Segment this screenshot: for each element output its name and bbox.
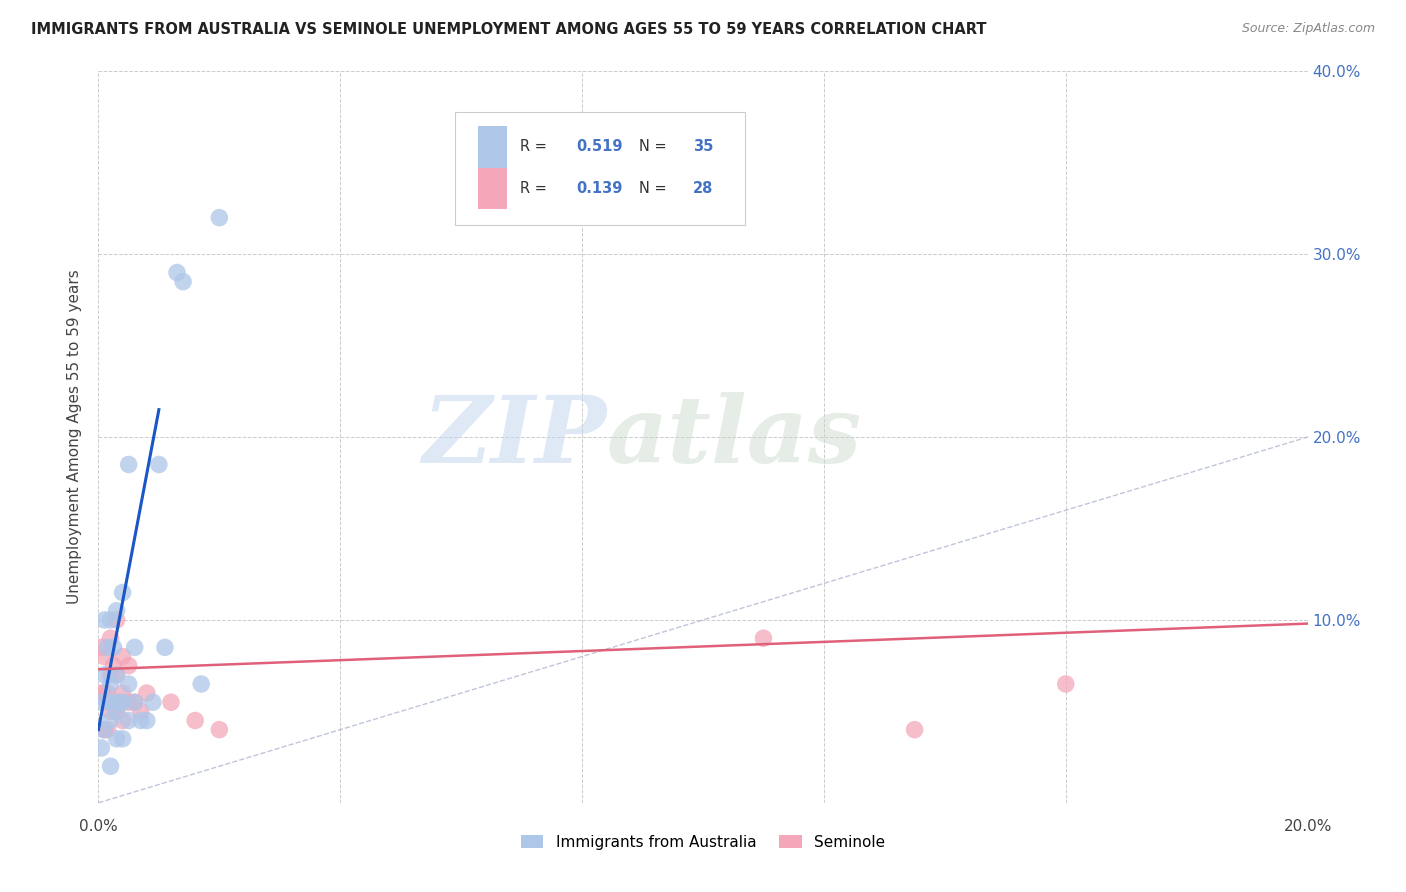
Text: 0.0%: 0.0%	[79, 819, 118, 834]
Point	[111, 686, 134, 700]
Point	[100, 677, 122, 691]
Point	[129, 714, 152, 728]
Point	[172, 275, 194, 289]
Text: 0.519: 0.519	[576, 139, 623, 154]
Text: 0.139: 0.139	[576, 181, 623, 196]
Point	[93, 723, 115, 737]
Point	[100, 613, 122, 627]
Point	[208, 211, 231, 225]
Point	[129, 705, 152, 719]
Text: R =: R =	[520, 139, 553, 154]
Point	[90, 686, 112, 700]
Point	[96, 640, 118, 655]
FancyBboxPatch shape	[478, 168, 508, 210]
Point	[1054, 677, 1077, 691]
Point	[105, 604, 128, 618]
Point	[111, 585, 134, 599]
Point	[93, 649, 115, 664]
Point	[118, 658, 141, 673]
Text: Source: ZipAtlas.com: Source: ZipAtlas.com	[1241, 22, 1375, 36]
Point	[93, 667, 115, 681]
Point	[96, 723, 118, 737]
Point	[166, 266, 188, 280]
Point	[100, 667, 122, 681]
Point	[111, 731, 134, 746]
Point	[148, 458, 170, 472]
Point	[190, 677, 212, 691]
Legend: Immigrants from Australia, Seminole: Immigrants from Australia, Seminole	[513, 827, 893, 857]
Point	[100, 714, 122, 728]
Point	[90, 695, 112, 709]
FancyBboxPatch shape	[478, 126, 508, 168]
Point	[118, 458, 141, 472]
Point	[103, 658, 125, 673]
FancyBboxPatch shape	[456, 112, 745, 225]
Point	[90, 740, 112, 755]
Point	[904, 723, 927, 737]
Text: atlas: atlas	[606, 392, 862, 482]
Point	[105, 613, 128, 627]
Point	[93, 613, 115, 627]
Text: N =: N =	[638, 181, 671, 196]
Point	[135, 686, 157, 700]
Text: 28: 28	[693, 181, 714, 196]
Point	[100, 759, 122, 773]
Point	[118, 714, 141, 728]
Point	[90, 640, 112, 655]
Y-axis label: Unemployment Among Ages 55 to 59 years: Unemployment Among Ages 55 to 59 years	[67, 269, 83, 605]
Point	[118, 677, 141, 691]
Point	[752, 632, 775, 646]
Text: 35: 35	[693, 139, 714, 154]
Point	[105, 705, 128, 719]
Point	[111, 649, 134, 664]
Point	[111, 695, 134, 709]
Point	[153, 640, 176, 655]
Text: 20.0%: 20.0%	[1284, 819, 1331, 834]
Point	[105, 705, 128, 719]
Point	[105, 667, 128, 681]
Point	[91, 723, 114, 737]
Point	[118, 695, 141, 709]
Point	[124, 640, 146, 655]
Point	[135, 714, 157, 728]
Point	[96, 686, 118, 700]
Point	[96, 695, 118, 709]
Point	[103, 640, 125, 655]
Text: R =: R =	[520, 181, 553, 196]
Point	[100, 632, 122, 646]
Point	[105, 731, 128, 746]
Point	[208, 723, 231, 737]
Point	[124, 695, 146, 709]
Point	[142, 695, 165, 709]
Point	[103, 695, 125, 709]
Point	[184, 714, 207, 728]
Point	[100, 705, 122, 719]
Point	[124, 695, 146, 709]
Point	[108, 695, 131, 709]
Text: IMMIGRANTS FROM AUSTRALIA VS SEMINOLE UNEMPLOYMENT AMONG AGES 55 TO 59 YEARS COR: IMMIGRANTS FROM AUSTRALIA VS SEMINOLE UN…	[31, 22, 987, 37]
Text: ZIP: ZIP	[422, 392, 606, 482]
Point	[93, 686, 115, 700]
Point	[160, 695, 183, 709]
Point	[105, 667, 128, 681]
Point	[111, 714, 134, 728]
Text: N =: N =	[638, 139, 671, 154]
